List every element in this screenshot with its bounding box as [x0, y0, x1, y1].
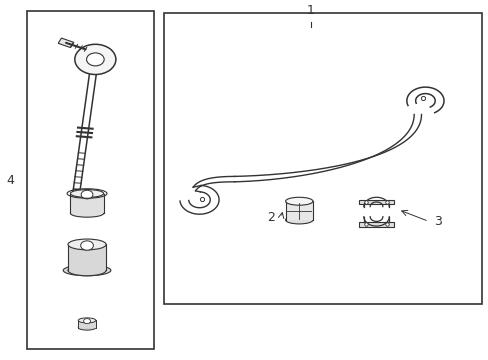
Circle shape: [81, 241, 93, 250]
Ellipse shape: [68, 265, 106, 276]
Ellipse shape: [68, 239, 106, 250]
Circle shape: [83, 319, 90, 324]
Polygon shape: [70, 194, 103, 213]
Ellipse shape: [78, 325, 96, 330]
Polygon shape: [285, 201, 312, 220]
Circle shape: [86, 53, 104, 66]
Circle shape: [75, 44, 116, 75]
Text: 4: 4: [7, 174, 15, 186]
Circle shape: [81, 190, 93, 199]
Text: 2: 2: [267, 211, 275, 224]
Ellipse shape: [70, 190, 103, 197]
Polygon shape: [358, 199, 393, 204]
Polygon shape: [358, 222, 393, 227]
Ellipse shape: [78, 318, 96, 323]
Text: 1: 1: [306, 4, 314, 17]
Polygon shape: [68, 244, 106, 270]
Ellipse shape: [63, 265, 111, 276]
Ellipse shape: [70, 210, 103, 217]
Ellipse shape: [285, 216, 312, 224]
Text: 3: 3: [433, 215, 441, 228]
Polygon shape: [78, 320, 96, 328]
Ellipse shape: [285, 197, 312, 205]
Polygon shape: [58, 38, 74, 48]
